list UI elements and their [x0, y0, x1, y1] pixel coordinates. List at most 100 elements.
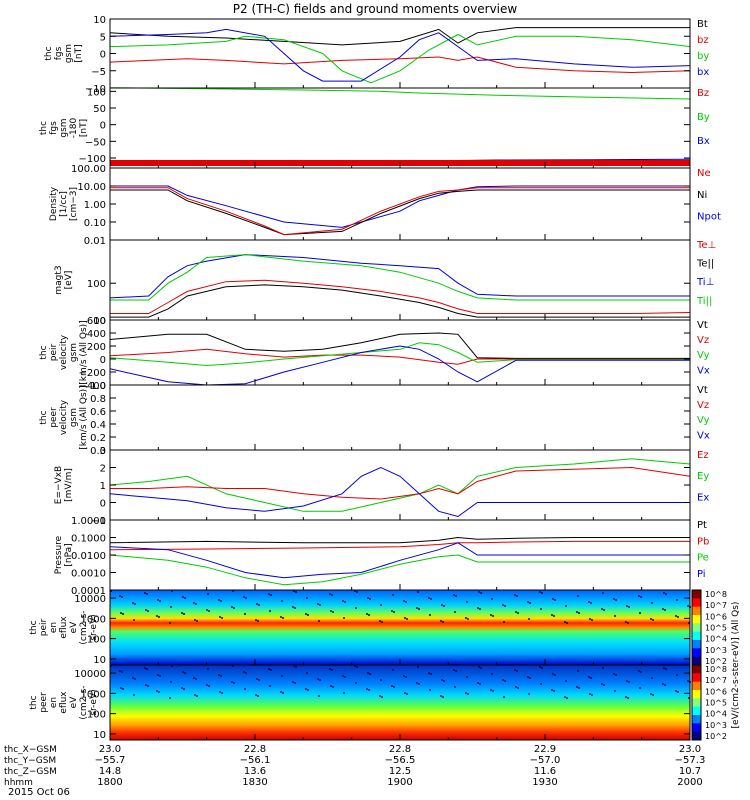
legend-entry: by: [697, 51, 709, 62]
legend-entry: Ti⊥: [696, 277, 714, 288]
spectrogram-noise: [159, 600, 161, 602]
spectrogram-noise: [465, 617, 467, 619]
legend-entry: Ni: [697, 190, 707, 201]
spectrogram-noise: [306, 597, 308, 599]
y-tick-label: 1000: [81, 689, 106, 700]
spectrogram-noise: [181, 687, 183, 689]
legend-entry: Ti||: [696, 296, 712, 307]
spectrogram-noise: [293, 590, 295, 592]
y-axis-label: thc: [29, 695, 39, 709]
spectrogram-noise: [147, 685, 149, 687]
series-line-vy: [109, 342, 690, 367]
spectrogram-noise: [515, 611, 517, 613]
spectrogram-noise: [564, 621, 566, 623]
spectrogram-noise: [207, 668, 209, 670]
y-tick-label: 0.6: [90, 407, 106, 418]
spectrogram-noise: [282, 692, 284, 694]
spectrogram-noise: [577, 595, 579, 597]
spectrogram-noise: [576, 611, 578, 613]
spectrogram-noise: [650, 618, 652, 620]
spectrogram-noise: [270, 594, 272, 596]
spectrogram-noise: [492, 615, 494, 617]
spectrogram-noise: [503, 621, 505, 623]
panel-peer_spectrogram: 10000 1000 100 10 thc peer en eflux eV (cm2-s-sr-…: [29, 664, 691, 741]
spectrogram-noise: [652, 619, 654, 621]
series-line-by: [109, 87, 691, 100]
series-line-ni: [110, 189, 690, 236]
spectrogram-noise: [391, 685, 393, 687]
spectrogram-noise: [219, 691, 221, 693]
spectrogram-noise: [379, 695, 381, 697]
y-tick-label: −100: [79, 154, 106, 165]
colorbar-peir_spectrogram: 10^8 10^7 10^6 10^5 10^4 10^3 10^2: [691, 589, 727, 666]
spectrogram-noise: [392, 594, 394, 596]
colorbar-title: [eV/(cm2-s-ster-eV)] (All Qs): [731, 602, 741, 729]
y-tick-label: 1.0000: [71, 516, 106, 527]
colorbar-tick-label: 10^6: [705, 687, 727, 696]
spectrogram-noise: [601, 683, 603, 685]
spectrogram-noise: [602, 592, 604, 594]
spectrogram-noise: [256, 603, 258, 605]
x-axis-value: −56.5: [385, 755, 416, 766]
legend-entry: Vx: [697, 430, 710, 441]
legend-entry: Vz: [697, 400, 709, 411]
spectrogram-noise: [504, 680, 506, 682]
y-axis-label: gsm: [69, 408, 79, 427]
y-tick-label: 1000: [81, 614, 106, 625]
spectrogram-noise: [417, 591, 419, 593]
x-axis-value: 10.7: [679, 766, 701, 777]
spectrogram-noise: [516, 595, 518, 597]
y-tick-label: 10: [93, 655, 106, 666]
spectrogram-noise: [159, 675, 161, 677]
colorbar-tick-label: 10^4: [705, 635, 727, 644]
spectrogram-noise: [564, 696, 566, 698]
x-axis-value: 22.9: [534, 744, 556, 755]
spectrogram-noise: [479, 608, 481, 610]
x-axis-value: 23.0: [679, 744, 701, 755]
x-axis-row-label: thc_X−GSM: [4, 745, 57, 755]
colorbar-segment: [692, 615, 701, 624]
spectrogram-noise: [391, 610, 393, 612]
panel-pressure: 1.0000 0.1000 0.0100 0.0010 0.0001 Pressure [n…: [54, 516, 709, 597]
spectrogram-noise: [269, 685, 271, 687]
spectrogram-noise: [418, 683, 420, 685]
spectrogram-noise: [416, 682, 418, 684]
spectrogram-noise: [342, 600, 344, 602]
spectrogram-noise: [565, 605, 567, 607]
spectrogram-noise: [329, 668, 331, 670]
spectrogram-noise: [639, 612, 641, 614]
y-tick-label: 0: [100, 355, 106, 366]
spectrogram-noise: [184, 672, 186, 674]
spectrogram-noise: [577, 670, 579, 672]
series-line-bt: [109, 27, 690, 46]
spectrogram-noise: [319, 604, 321, 606]
spectrogram-noise: [243, 596, 245, 598]
x-axis-value: 22.8: [244, 744, 266, 755]
spectrogram-noise: [156, 690, 158, 692]
series-line-ti: [109, 254, 690, 299]
series-line-ex: [109, 466, 690, 518]
legend-entry: Bt: [697, 19, 708, 30]
y-axis-label: sr-eV): [89, 689, 99, 715]
y-tick-label: 10: [93, 316, 106, 327]
legend-entry: Ex: [697, 492, 709, 503]
spectrogram-noise: [603, 609, 605, 611]
spectrogram-noise: [677, 616, 679, 618]
y-axis-label: fgs: [54, 46, 64, 60]
spectrogram-noise: [146, 593, 148, 595]
colorbar-tick-label: 10^3: [705, 721, 727, 730]
y-axis-label: velocity: [59, 399, 69, 435]
spectrogram-noise: [467, 693, 469, 695]
spectrogram-noise: [281, 600, 283, 602]
spectrogram-noise: [676, 674, 678, 676]
y-tick-label: −1: [91, 516, 106, 527]
spectrogram-noise: [133, 619, 135, 621]
colorbar-segment: [692, 648, 701, 658]
y-tick-label: 50: [93, 104, 106, 115]
spectrogram-noise: [639, 687, 641, 689]
spectrogram-noise: [280, 691, 282, 693]
spectrogram-noise: [183, 613, 185, 615]
spectrogram-noise: [663, 667, 665, 669]
spectrogram-noise: [318, 620, 320, 622]
spectrogram-noise: [440, 695, 442, 697]
